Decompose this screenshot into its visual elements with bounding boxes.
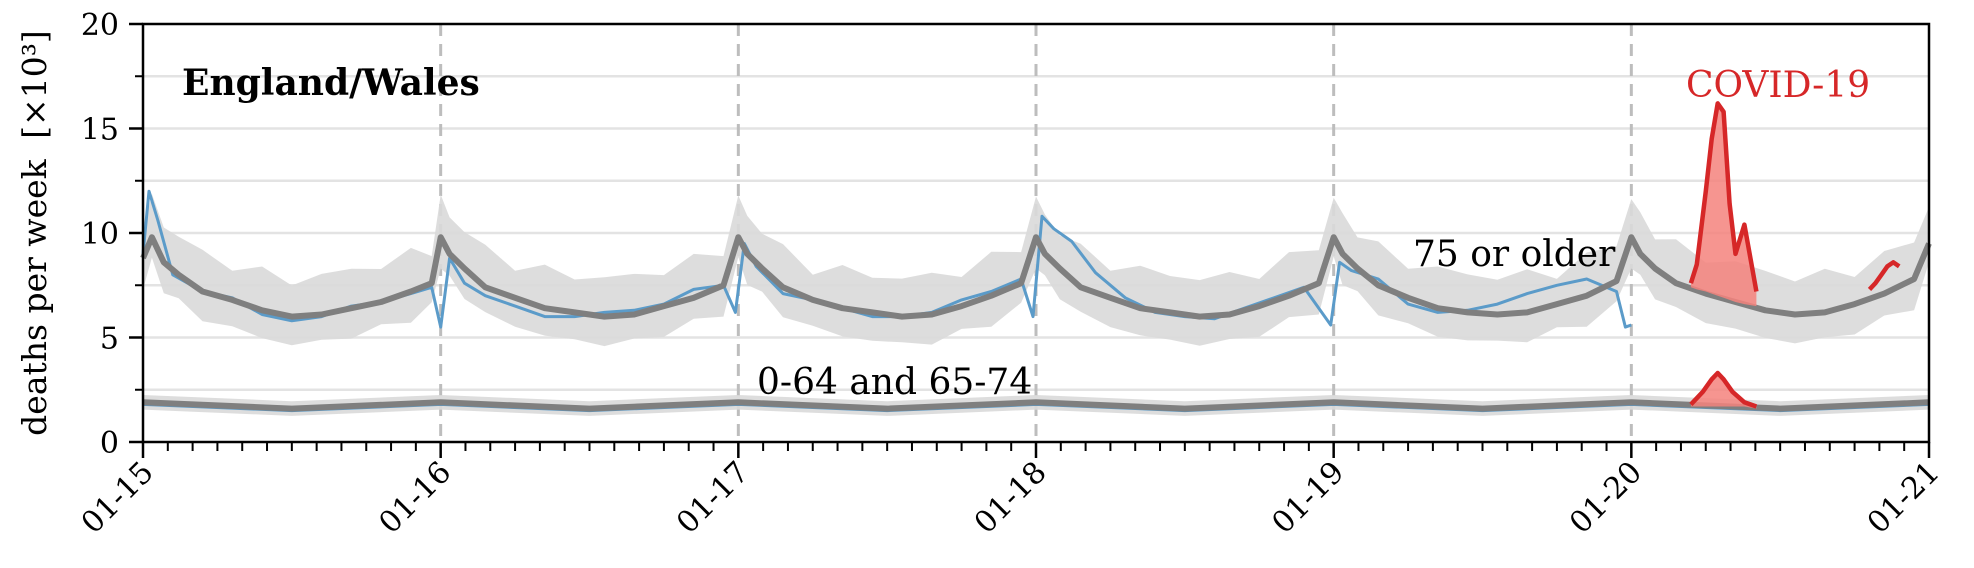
chart-title: England/Wales (182, 62, 480, 104)
y-axis-label: deaths per week (15, 158, 54, 435)
x-tick-label: 01-20 (1563, 455, 1649, 541)
expected-deaths-line (142, 399, 1930, 412)
y-tick-label: 15 (81, 113, 119, 148)
y-tick-label: 5 (100, 322, 119, 357)
y-tick-label: 0 (100, 426, 119, 461)
x-tick-label: 01-18 (968, 455, 1054, 541)
x-tick-label: 01-21 (1861, 455, 1947, 541)
annotation-75-or-older: 75 or older (1413, 234, 1616, 275)
y-axis-title: deaths per week [×10³] (15, 30, 54, 436)
covid-deaths-line (1688, 101, 1759, 292)
series-lines (140, 101, 1932, 413)
covid-deaths-line (1689, 370, 1758, 409)
x-tick-label: 01-16 (372, 455, 458, 541)
x-tick-label: 01-17 (670, 455, 756, 541)
x-tick-label: 01-19 (1265, 455, 1351, 541)
expected-deaths-line (140, 234, 1932, 320)
annotation-0-64-and-65-74: 0-64 and 65-74 (757, 362, 1032, 403)
annotation-covid-19: COVID-19 (1686, 65, 1870, 106)
x-tick-label: 01-15 (75, 455, 161, 541)
y-tick-label: 20 (81, 8, 119, 43)
covid-excess-fill (1690, 103, 1757, 307)
y-axis-unit: [×10³] (15, 30, 54, 139)
covid-deaths-line (1867, 260, 1901, 291)
y-tick-label: 10 (81, 217, 119, 252)
